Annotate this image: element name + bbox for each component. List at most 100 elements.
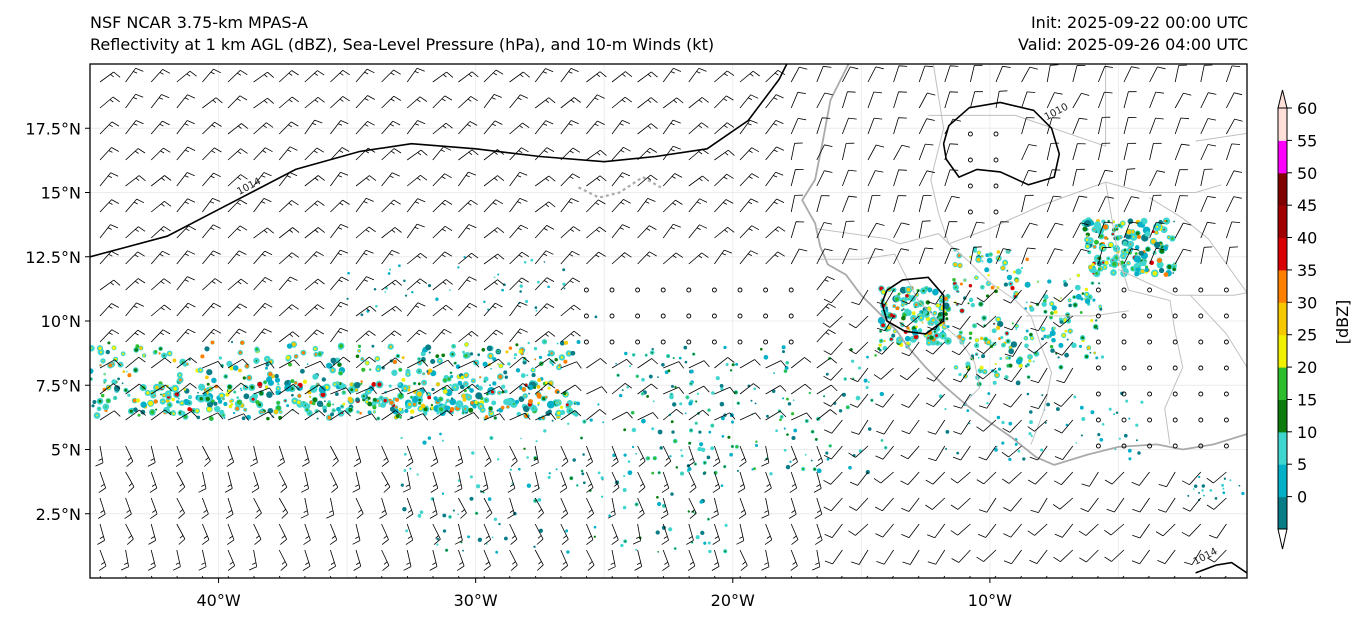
wind-barb	[458, 330, 479, 343]
wind-barb	[531, 471, 540, 493]
wind-barb	[97, 523, 105, 545]
wind-barb	[432, 225, 453, 239]
reflectivity-cell	[436, 382, 440, 387]
reflectivity-cell	[485, 543, 488, 545]
reflectivity-cell	[724, 523, 728, 527]
reflectivity-cell	[915, 303, 918, 307]
reflectivity-cell	[735, 445, 739, 449]
wind-barb	[893, 169, 907, 187]
reflectivity-cell	[492, 357, 497, 362]
calm-wind-marker	[1223, 443, 1229, 449]
reflectivity-cell	[633, 354, 635, 356]
reflectivity-cell	[933, 312, 936, 315]
reflectivity-cell	[982, 316, 986, 320]
reflectivity-cell	[418, 401, 422, 405]
calm-wind-marker	[1121, 443, 1127, 449]
reflectivity-cell	[1053, 327, 1055, 329]
reflectivity-cell	[543, 340, 546, 343]
reflectivity-cell	[1008, 421, 1013, 426]
reflectivity-cell	[968, 284, 973, 288]
reflectivity-cell	[420, 403, 426, 409]
wind-barb	[611, 523, 619, 545]
reflectivity-cell	[316, 400, 324, 407]
wind-barb	[125, 471, 135, 493]
reflectivity-cell	[1025, 337, 1027, 340]
reflectivity-cell	[312, 397, 318, 403]
reflectivity-cell	[694, 463, 697, 466]
calm-wind-marker	[1223, 417, 1229, 423]
reflectivity-cell	[921, 321, 924, 324]
reflectivity-cell	[132, 398, 137, 403]
reflectivity-cell	[1018, 363, 1023, 368]
wind-barb	[198, 549, 207, 571]
reflectivity-cell	[651, 351, 654, 354]
reflectivity-cell	[1030, 336, 1034, 340]
reflectivity-cell	[1192, 488, 1195, 490]
reflectivity-cell	[472, 379, 475, 382]
wind-barb	[739, 445, 747, 467]
wind-barb	[227, 225, 248, 239]
reflectivity-cell	[496, 458, 500, 461]
wind-barb	[978, 393, 997, 409]
wind-barb	[304, 278, 325, 291]
reflectivity-cell	[932, 288, 939, 296]
lon-tick-label: 20°W	[711, 591, 755, 610]
reflectivity-cell	[753, 467, 756, 470]
reflectivity-cell	[537, 401, 540, 405]
reflectivity-cell	[398, 368, 402, 372]
reflectivity-cell	[975, 338, 979, 343]
reflectivity-cell	[935, 334, 938, 338]
colorbar-min-arrow	[1277, 528, 1288, 550]
wind-barb	[823, 445, 843, 460]
wind-barb	[1174, 248, 1192, 265]
wind-barb	[483, 120, 503, 135]
reflectivity-cell	[1091, 269, 1096, 274]
reflectivity-cell	[825, 451, 829, 455]
wind-barb	[534, 120, 554, 135]
reflectivity-cell	[417, 382, 421, 386]
reflectivity-cell	[457, 380, 463, 386]
wind-barb	[637, 575, 639, 578]
reflectivity-cell	[1126, 229, 1132, 235]
wind-barb	[253, 122, 274, 135]
wind-barb	[406, 329, 427, 343]
reflectivity-cell	[720, 484, 724, 487]
reflectivity-cell	[857, 366, 862, 370]
reflectivity-cell	[885, 447, 887, 449]
reflectivity-cell	[321, 377, 327, 382]
reflectivity-cell	[957, 254, 961, 257]
reflectivity-cell	[766, 414, 769, 418]
wind-barb	[1098, 65, 1114, 83]
reflectivity-cell	[700, 530, 705, 536]
reflectivity-cell	[917, 328, 923, 333]
wind-barb	[534, 382, 556, 395]
reflectivity-cell	[469, 475, 473, 479]
reflectivity-cell	[569, 476, 573, 480]
wind-barb	[1098, 169, 1114, 187]
wind-barb	[560, 173, 580, 187]
reflectivity-cell	[624, 351, 628, 356]
reflectivity-cell	[331, 368, 334, 372]
reflectivity-cell	[493, 416, 497, 420]
reflectivity-cell	[224, 375, 227, 378]
reflectivity-cell	[361, 367, 366, 372]
wind-barb	[842, 91, 856, 109]
reflectivity-cell	[402, 507, 407, 512]
reflectivity-cell	[341, 405, 343, 408]
calm-wind-marker	[1172, 287, 1178, 293]
wind-barb	[149, 471, 158, 493]
wind-barb	[1053, 549, 1074, 563]
reflectivity-cell	[327, 415, 332, 420]
calm-wind-marker	[1147, 391, 1153, 397]
time-block: Init: 2025-09-22 00:00 UTC Valid: 2025-0…	[1018, 12, 1248, 56]
coastline	[801, 64, 1247, 466]
wind-barb	[560, 410, 582, 421]
calm-wind-marker	[635, 287, 641, 293]
reflectivity-cell	[1047, 335, 1049, 338]
wind-barb	[712, 445, 721, 467]
reflectivity-cell	[1167, 264, 1172, 270]
wind-barb	[148, 523, 157, 545]
reflectivity-cell	[499, 364, 503, 368]
reflectivity-cell	[367, 401, 373, 407]
reflectivity-cell	[427, 395, 432, 400]
